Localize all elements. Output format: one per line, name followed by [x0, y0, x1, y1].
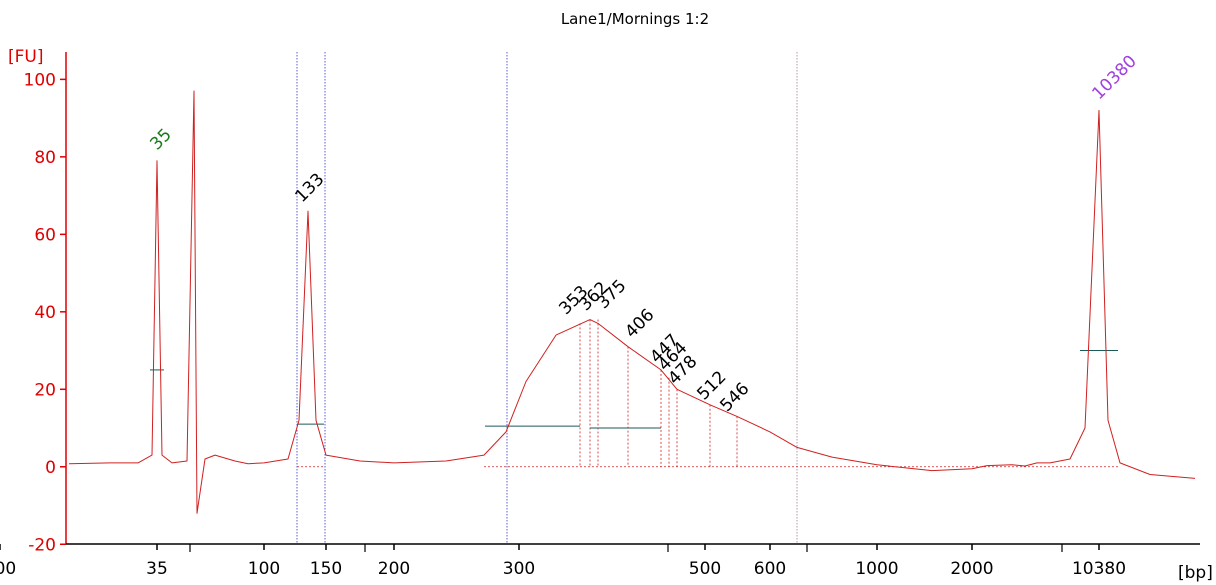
x-tick-label: 500	[689, 559, 721, 579]
y-tick-label: 60	[34, 225, 56, 245]
y-tick-label: -20	[28, 535, 56, 555]
region-bars	[150, 350, 1118, 429]
x-tick-label: 2000	[950, 559, 993, 579]
x-tick-label: 35	[146, 559, 168, 579]
x-ticks: 35 100 150 200 300 400 500 600 1000 2000 10380	[0, 544, 1126, 579]
y-tick-label: 100	[24, 70, 56, 90]
x-tick-label: 1000	[855, 559, 898, 579]
trace-layer	[68, 90, 1196, 514]
y-tick-label: 40	[34, 303, 56, 323]
y-tick-label: 20	[34, 380, 56, 400]
x-axis-unit: [bp]	[1178, 563, 1213, 583]
y-ticks: -20 0 20 40 60 80 100	[24, 70, 66, 555]
x-tick-label: 200	[378, 559, 410, 579]
x-tick-label: 150	[310, 559, 342, 579]
peak-label: 35	[146, 125, 175, 154]
y-tick-label: 0	[45, 458, 56, 478]
x-tick-label: 400	[0, 559, 16, 579]
x-tick-label: 600	[754, 559, 786, 579]
y-tick-label: 80	[34, 148, 56, 168]
axes	[65, 52, 1200, 545]
peak-label: 406	[621, 305, 658, 342]
chart-title: Lane1/Mornings 1:2	[561, 10, 709, 28]
peak-label: 10380	[1088, 52, 1140, 104]
x-tick-label: 100	[248, 559, 280, 579]
trace-line	[68, 90, 1196, 514]
x-tick-label: 300	[503, 559, 535, 579]
guide-lines	[296, 52, 1118, 544]
x-tick-label: 10380	[1072, 559, 1126, 579]
y-axis-unit: [FU]	[8, 47, 44, 67]
